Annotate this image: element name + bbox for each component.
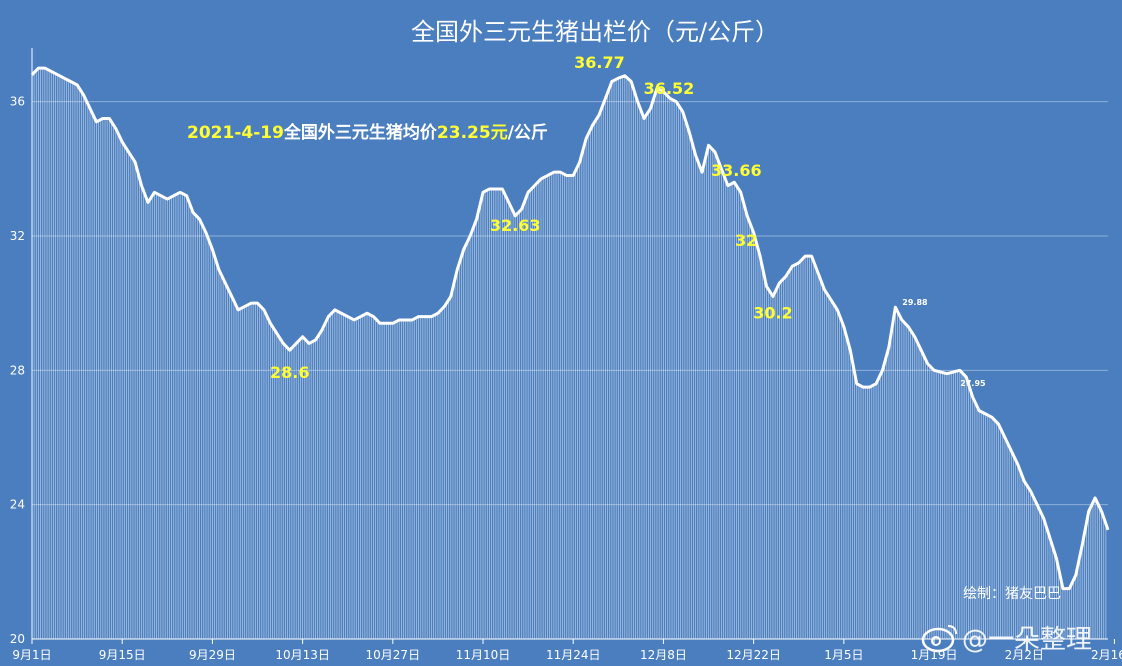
data-label: 32 (735, 231, 757, 250)
data-label: 30.2 (753, 303, 792, 322)
price-note: 2021-4-19全国外三元生猪均价23.25元/公斤 (187, 122, 548, 143)
price-note-text: 全国外三元生猪均价 (283, 122, 438, 143)
x-tick-label: 1月5日 (824, 648, 863, 662)
vertical-fill-lines (31, 68, 1107, 639)
weibo-icon (921, 625, 957, 653)
x-tick-label: 9月1日 (12, 648, 51, 662)
x-tick-label: 11月24日 (546, 648, 601, 662)
data-label: 28.6 (270, 363, 309, 382)
x-tick-label: 1月19日 (911, 648, 958, 662)
data-label: 32.63 (490, 216, 541, 235)
x-tick-label: 10月13日 (275, 648, 330, 662)
x-tick-label: 12月22日 (726, 648, 781, 662)
x-tick-label: 12月8日 (640, 648, 687, 662)
x-axis-ticks: 9月1日 9月15日 9月29日 10月13日 10月27日 11月10日 11月24日 12… (12, 639, 1122, 662)
y-tick-label: 36 (10, 95, 25, 109)
y-tick-label: 20 (10, 632, 25, 646)
data-label: 36.52 (644, 79, 695, 98)
watermark-text: @一朵整理 (962, 625, 1092, 655)
y-tick-label: 28 (10, 363, 25, 377)
credit-text: 绘制：猪友巴巴 (963, 586, 1061, 602)
price-note-date: 2021-4-19 (187, 123, 284, 143)
watermark: @一朵整理 (921, 625, 1092, 655)
data-label: 29.88 (902, 298, 928, 307)
data-label: 36.77 (574, 53, 625, 72)
y-axis-ticks: 20 24 28 32 36 (10, 95, 25, 646)
price-note-price: 23.25元 (437, 123, 508, 143)
x-tick-label: 10月27日 (366, 648, 421, 662)
x-tick-label: 9月15日 (99, 648, 146, 662)
price-line (30, 66, 1110, 591)
x-tick-label: 11月10日 (456, 648, 511, 662)
x-tick-label: 9月29日 (189, 648, 236, 662)
chart-title: 全国外三元生猪出栏价（元/公斤） (411, 18, 779, 46)
x-tick-label: 2月2日 (1005, 648, 1044, 662)
y-tick-label: 32 (10, 229, 25, 243)
x-tick-label: 2月16日 (1091, 648, 1122, 662)
data-labels: 36.77 36.52 33.66 32 30.2 32.63 28.6 29.88 27.95 (270, 53, 986, 388)
price-note-unit: /公斤 (508, 123, 548, 143)
data-label: 27.95 (960, 379, 986, 388)
data-label: 33.66 (711, 161, 762, 180)
y-tick-label: 24 (10, 498, 25, 512)
